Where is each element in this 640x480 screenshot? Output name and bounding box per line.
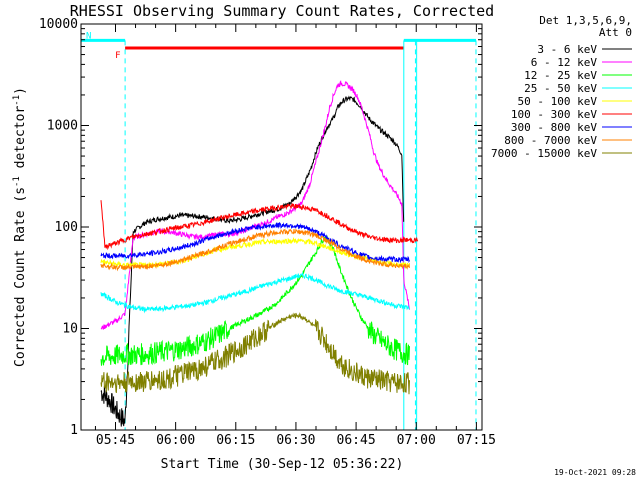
x-tick-label: 07:15 <box>457 433 496 448</box>
series-line-0 <box>100 95 405 427</box>
y-axis-label-sup1: -1 <box>12 176 22 187</box>
series-line-8 <box>100 312 410 395</box>
legend-header-line2: Att 0 <box>599 26 632 39</box>
x-tick-label: 06:30 <box>276 433 315 448</box>
footer-timestamp: 19-Oct-2021 09:28 <box>554 468 636 477</box>
x-tick-label: 06:15 <box>216 433 255 448</box>
x-tick-label: 05:45 <box>96 433 135 448</box>
series-line-5 <box>100 200 419 251</box>
legend-label-3: 25 - 50 keV <box>524 82 597 95</box>
y-tick-label: 10000 <box>39 17 78 32</box>
y-axis-label-sup2: -1 <box>12 95 22 106</box>
flag-label-0: F <box>115 51 120 61</box>
y-tick-label: 100 <box>55 220 78 235</box>
legend-label-5: 100 - 300 keV <box>511 108 597 121</box>
y-axis-label-end: ) <box>13 87 28 95</box>
x-tick-label: 06:45 <box>337 433 376 448</box>
series-line-2 <box>100 235 410 366</box>
x-axis-label: Start Time (30-Sep-12 05:36:22) <box>161 457 404 472</box>
series-line-1 <box>100 80 410 330</box>
chart-title: RHESSI Observing Summary Count Rates, Co… <box>70 2 494 20</box>
axes-layer: 1 10 100 1000 10000 05:45 06:00 06:15 06:30 06:45… <box>39 17 496 448</box>
legend-label-1: 6 - 12 keV <box>531 56 598 69</box>
legend-label-8: 7000 - 15000 keV <box>491 147 597 160</box>
series-line-7 <box>100 228 410 272</box>
y-axis-label-mid: detector <box>13 106 28 177</box>
series-line-3 <box>100 271 410 314</box>
y-axis-label: Corrected Count Rate (s-1 detector-1) <box>12 87 28 367</box>
legend-label-2: 12 - 25 keV <box>524 69 597 82</box>
x-tick-label: 06:00 <box>156 433 195 448</box>
legend-header-line1: Det 1,3,5,6,9, <box>539 14 632 27</box>
y-axis-label-main: Corrected Count Rate (s <box>13 187 28 367</box>
legend-label-0: 3 - 6 keV <box>537 43 597 56</box>
x-tick-label: 07:00 <box>397 433 436 448</box>
y-tick-label: 1 <box>70 423 78 438</box>
y-tick-label: 10 <box>62 322 78 337</box>
legend-label-7: 800 - 7000 keV <box>504 134 597 147</box>
series-layer <box>100 80 419 427</box>
flag-label-1: N <box>86 31 91 41</box>
legend-label-4: 50 - 100 keV <box>518 95 598 108</box>
legend-label-6: 300 - 800 keV <box>511 121 597 134</box>
flags-layer: FN <box>81 31 476 61</box>
y-tick-label: 1000 <box>47 119 78 134</box>
